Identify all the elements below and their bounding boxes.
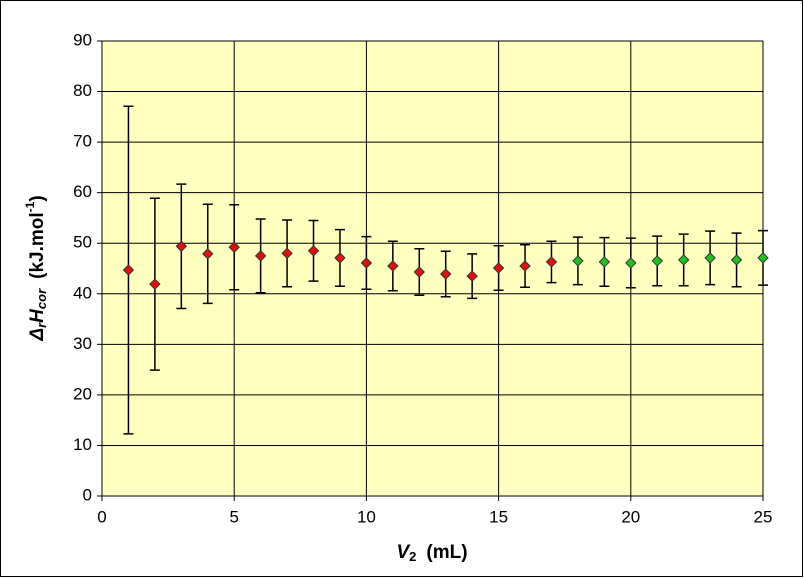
x-tick-label: 15: [489, 507, 508, 526]
y-tick-label: 20: [73, 384, 92, 403]
x-label-sub: 2: [409, 549, 416, 564]
marker: [519, 260, 531, 272]
x-tick-label: 20: [621, 507, 640, 526]
plot-area: [101, 40, 764, 497]
y-label-sub: r: [34, 322, 49, 328]
y-axis-label: ΔrHcor (kJ.mol-1): [23, 195, 49, 341]
marker: [704, 252, 716, 264]
marker: [440, 268, 452, 280]
y-tick-label: 30: [73, 334, 92, 353]
y-tick-label: 50: [73, 233, 92, 252]
marker: [598, 256, 611, 268]
y-label-var: H: [27, 308, 48, 323]
y-tick-label: 60: [73, 182, 92, 201]
marker: [466, 270, 478, 282]
y-label-delta: Δ: [27, 328, 48, 342]
y-tick-label: 70: [73, 132, 92, 151]
marker: [730, 254, 743, 266]
y-label-sup: -1: [23, 201, 37, 212]
marker: [651, 255, 663, 267]
y-tick-label: 80: [73, 81, 92, 100]
marker: [572, 255, 584, 267]
marker: [307, 245, 320, 257]
marker: [677, 254, 690, 266]
marker: [149, 278, 161, 290]
marker: [625, 257, 637, 269]
x-tick-label: 5: [229, 507, 238, 526]
marker: [360, 257, 373, 269]
y-label-sub2: cor: [34, 288, 49, 309]
y-tick-label: 0: [83, 485, 92, 504]
y-tick-label: 90: [73, 30, 92, 49]
marker: [545, 256, 558, 268]
marker: [334, 252, 346, 264]
y-tick-label: 10: [73, 435, 92, 454]
x-tick-label: 0: [97, 507, 106, 526]
x-tick-label: 10: [357, 507, 376, 526]
x-label-var: V: [396, 542, 410, 563]
marker: [413, 266, 425, 278]
marker: [175, 240, 188, 252]
marker: [757, 252, 769, 264]
x-tick-label: 25: [754, 507, 773, 526]
y-tick-label: 40: [73, 283, 92, 302]
marker: [281, 247, 293, 260]
marker: [202, 248, 214, 260]
marker: [492, 262, 505, 274]
marker: [387, 260, 399, 272]
y-label-unit: (kJ.mol: [27, 212, 48, 279]
x-axis-label: V2 (mL): [396, 542, 467, 564]
marker: [254, 250, 267, 262]
y-label-close: ): [27, 195, 48, 201]
x-label-unit: (mL): [426, 542, 467, 563]
marker: [228, 241, 240, 253]
marker: [122, 264, 135, 276]
